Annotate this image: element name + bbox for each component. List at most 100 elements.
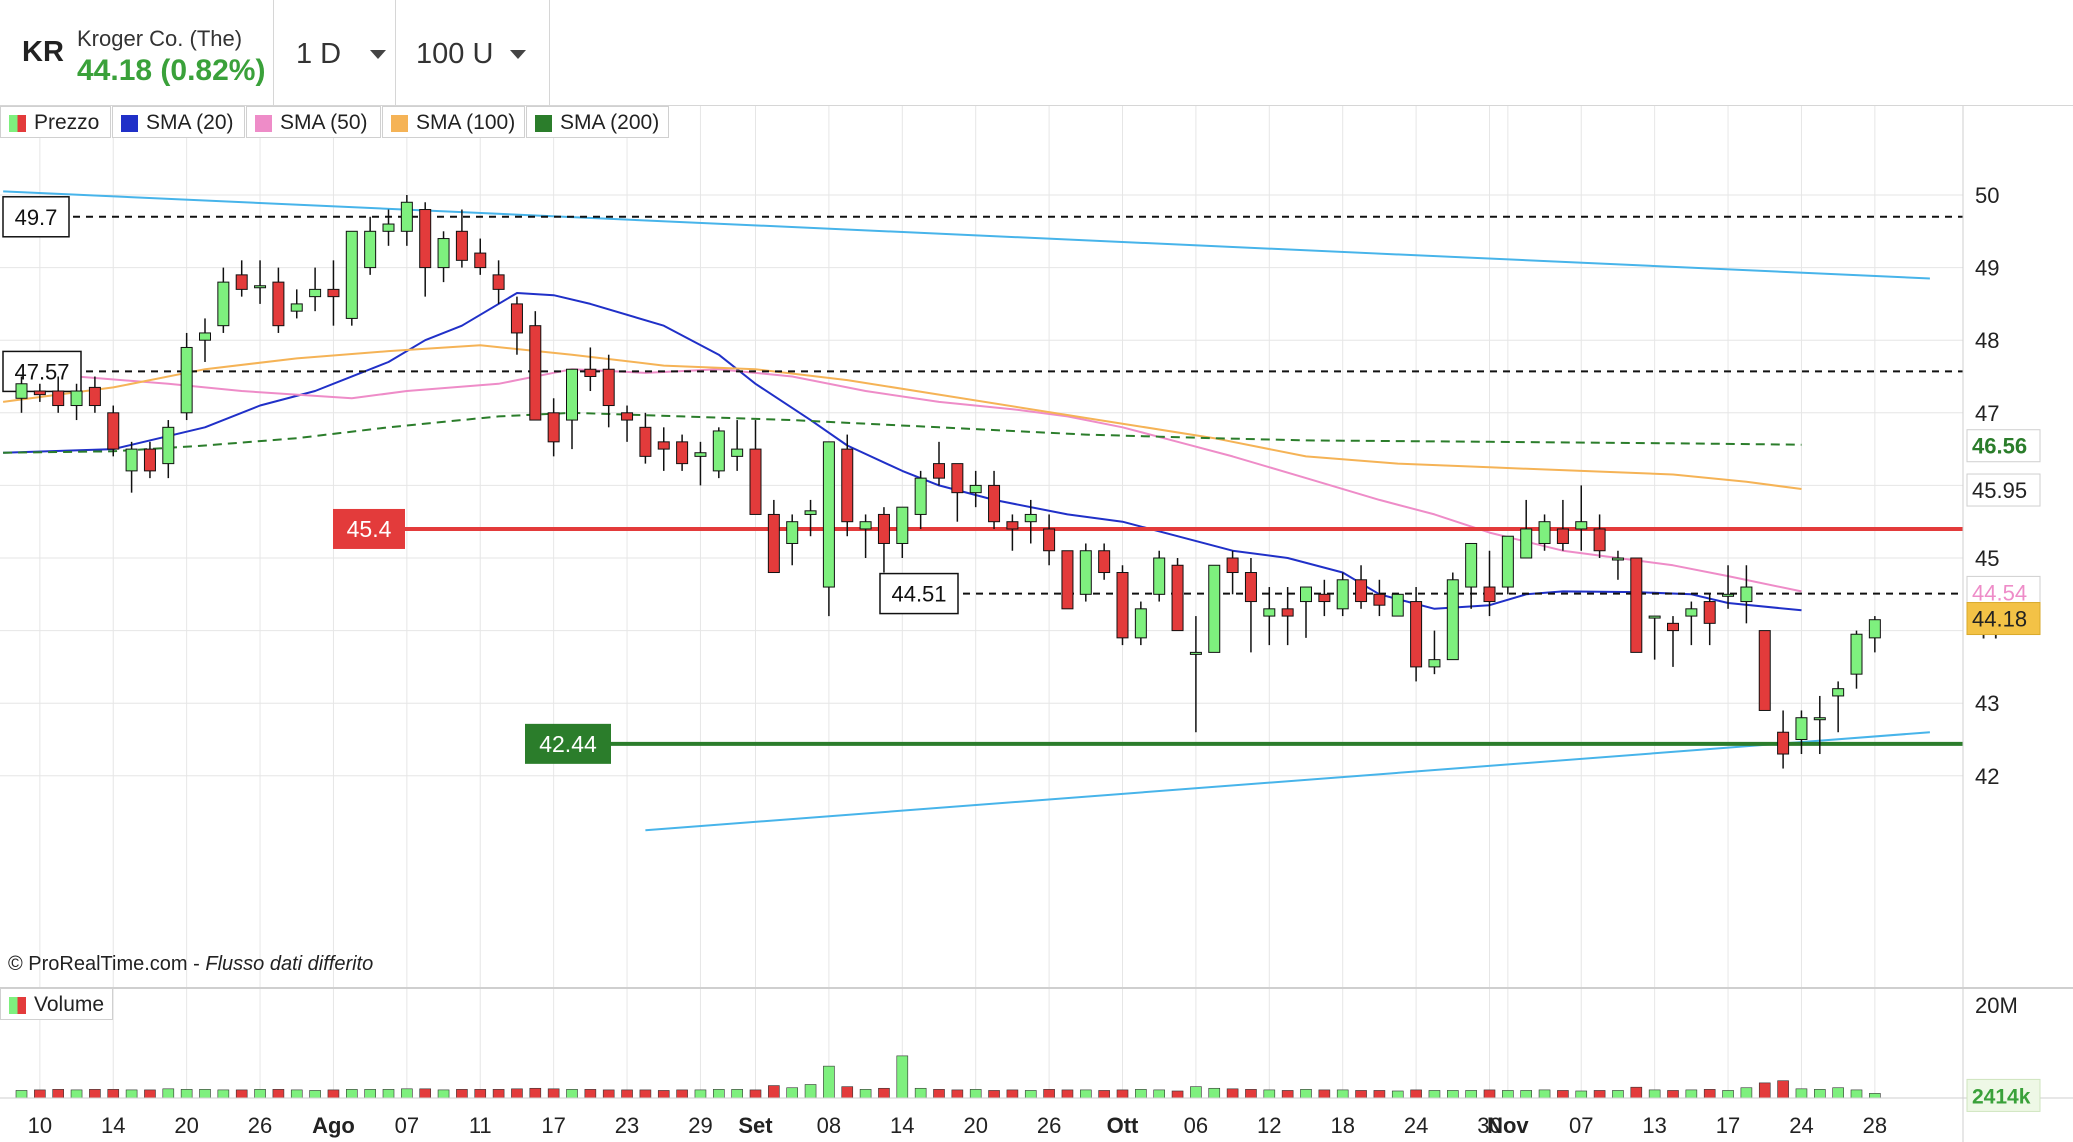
candle-body bbox=[1373, 593, 1386, 606]
volume-bar bbox=[217, 1089, 230, 1099]
grid bbox=[0, 106, 1963, 1098]
legend-sma20[interactable]: SMA (20) bbox=[112, 106, 245, 138]
volume-bar bbox=[566, 1089, 578, 1099]
x-tick-label: 29 bbox=[688, 1113, 712, 1138]
legend-sma100[interactable]: SMA (100) bbox=[382, 106, 525, 138]
volume-bar bbox=[419, 1088, 432, 1099]
legend-sma200[interactable]: SMA (200) bbox=[526, 106, 669, 138]
volume-bar bbox=[1538, 1089, 1551, 1099]
volume-bar bbox=[657, 1090, 670, 1099]
volume-bar bbox=[1832, 1087, 1844, 1099]
x-tick-label: 08 bbox=[817, 1113, 841, 1138]
candle-body bbox=[1648, 615, 1661, 619]
trendline[interactable] bbox=[645, 731, 1930, 832]
candle-body bbox=[1667, 622, 1679, 632]
volume-bar bbox=[1869, 1093, 1881, 1099]
volume-bar bbox=[1043, 1089, 1055, 1099]
candle-body bbox=[639, 426, 652, 457]
legend-price[interactable]: Prezzo bbox=[0, 106, 111, 138]
timeframe-dropdown[interactable]: 1 D bbox=[274, 0, 396, 105]
candle-body bbox=[33, 390, 46, 396]
price-chart[interactable]: 49.7 47.57 44.51 45.4 42.44 4243444546474849… bbox=[0, 106, 2073, 1142]
volume-bar bbox=[1502, 1090, 1514, 1099]
x-tick-label: Ott bbox=[1107, 1113, 1139, 1138]
sma200-swatch-icon bbox=[535, 115, 552, 132]
candle-body bbox=[1006, 521, 1019, 530]
volume-bar bbox=[345, 1089, 358, 1099]
price-levels[interactable]: 49.7 47.57 44.51 45.4 42.44 bbox=[2, 196, 1963, 764]
y-tick-label: 45 bbox=[1975, 546, 1999, 571]
candle-body bbox=[1208, 564, 1221, 653]
candle-body bbox=[290, 303, 303, 312]
candle-body bbox=[15, 383, 28, 399]
x-tick-label: 26 bbox=[1037, 1113, 1061, 1138]
candle-body bbox=[1703, 601, 1716, 624]
candle-body bbox=[877, 513, 890, 544]
candle-body bbox=[1410, 601, 1423, 668]
x-tick-label: 17 bbox=[541, 1113, 565, 1138]
level-label: 47.57 bbox=[14, 359, 69, 384]
candle-body bbox=[1777, 731, 1790, 755]
candle-body bbox=[455, 230, 468, 261]
volume-bar bbox=[914, 1087, 927, 1099]
candle-body bbox=[1079, 550, 1092, 595]
candle-body bbox=[1611, 557, 1624, 561]
candle-body bbox=[933, 463, 945, 479]
axes: 42434445464748495010142026Ago0711172329S… bbox=[0, 106, 2073, 1142]
right-tag-label: 45.95 bbox=[1972, 478, 2027, 503]
ticker-symbol: KR bbox=[22, 36, 64, 68]
candle-body bbox=[584, 368, 597, 377]
right-tag-label: 46.56 bbox=[1972, 434, 2027, 459]
volume-bar bbox=[1777, 1080, 1789, 1099]
volume-bar bbox=[749, 1089, 762, 1099]
volume-bar bbox=[1740, 1087, 1753, 1099]
candle-body bbox=[1189, 651, 1202, 655]
candle-body bbox=[1226, 557, 1239, 574]
volume-bar bbox=[694, 1089, 707, 1099]
volume-bar bbox=[731, 1089, 743, 1099]
volume-bar bbox=[1685, 1089, 1698, 1099]
volume-bar bbox=[1098, 1090, 1110, 1099]
volume-bar bbox=[1061, 1089, 1074, 1099]
right-tag-label: 44.54 bbox=[1972, 580, 2027, 605]
volume-bar bbox=[34, 1089, 46, 1099]
resistance-label-box bbox=[333, 508, 405, 549]
x-tick-label: 12 bbox=[1257, 1113, 1281, 1138]
candle-body bbox=[382, 223, 395, 232]
data-delay-note: Flusso dati differito bbox=[205, 953, 374, 975]
x-tick-label: 11 bbox=[469, 1113, 492, 1138]
volume-bar bbox=[456, 1089, 468, 1099]
candle-body bbox=[199, 332, 211, 341]
volume-bar bbox=[841, 1086, 854, 1099]
volume-bar bbox=[1703, 1089, 1716, 1099]
units-dropdown[interactable]: 100 U bbox=[396, 0, 550, 105]
candle-body bbox=[1281, 608, 1294, 617]
legend-volume[interactable]: Volume bbox=[0, 988, 114, 1020]
candle-body bbox=[1740, 586, 1753, 603]
candle-body bbox=[1538, 521, 1551, 544]
volume-axis-label: 20M bbox=[1975, 993, 2018, 1018]
symbol-cell[interactable]: KR Kroger Co. (The) 44.18 (0.82%) bbox=[0, 0, 274, 105]
volume-bar bbox=[1355, 1090, 1367, 1099]
candle-body bbox=[712, 430, 725, 472]
candle-body bbox=[1483, 586, 1496, 603]
legend-sma50[interactable]: SMA (50) bbox=[246, 106, 381, 138]
volume-bar bbox=[933, 1089, 945, 1099]
company-name: Kroger Co. (The) bbox=[77, 26, 243, 51]
volume-bar bbox=[1373, 1090, 1386, 1099]
trendline[interactable] bbox=[3, 190, 1930, 280]
candle-body bbox=[1244, 572, 1257, 603]
level-label: 49.7 bbox=[15, 205, 58, 230]
volume-bar bbox=[896, 1055, 909, 1099]
volume-bar bbox=[15, 1090, 28, 1099]
candle-body bbox=[822, 441, 835, 588]
candle-body bbox=[1722, 593, 1735, 597]
x-tick-label: 24 bbox=[1404, 1113, 1428, 1138]
candle-body bbox=[1520, 528, 1533, 559]
x-tick-label: 13 bbox=[1642, 1113, 1666, 1138]
volume-bar bbox=[437, 1089, 450, 1099]
volume-bar bbox=[1208, 1087, 1221, 1099]
level-label-box bbox=[2, 196, 70, 238]
x-tick-label: 07 bbox=[395, 1113, 419, 1138]
trendlines[interactable] bbox=[3, 190, 1930, 832]
